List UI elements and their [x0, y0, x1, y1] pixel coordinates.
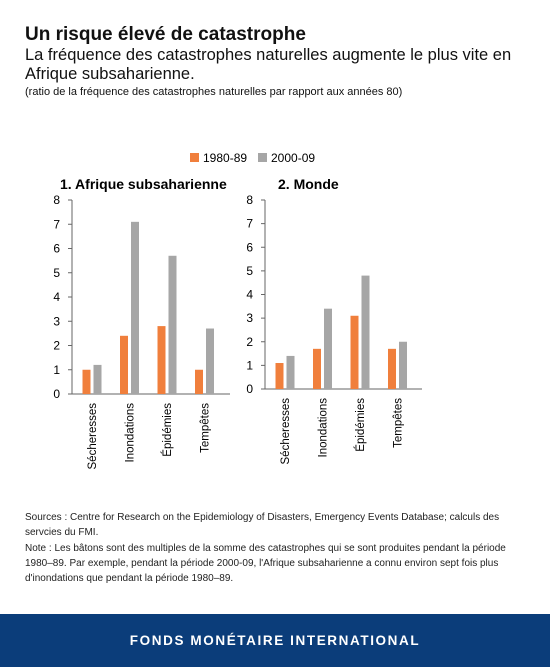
y-tick-label: 1 — [53, 363, 60, 377]
bar-1980-89-0 — [82, 369, 91, 394]
bar-2000-09-0 — [93, 364, 102, 394]
y-tick-label: 0 — [53, 387, 60, 401]
y-tick-label: 7 — [53, 217, 60, 231]
sources-block: Sources : Centre for Research on the Epi… — [25, 510, 530, 587]
category-label: Épidémies — [354, 398, 367, 452]
y-tick-label: 3 — [246, 311, 253, 325]
y-tick-label: 7 — [246, 217, 253, 231]
bar-1980-89-1 — [120, 335, 128, 394]
bar-1980-89-3 — [195, 369, 203, 394]
panel-monde: 2. Monde 0 1 2 3 4 5 6 7 8 Sécheresses Inondations É… — [246, 176, 422, 464]
y-tick-label: 5 — [246, 264, 253, 278]
y-tick-label: 1 — [246, 358, 253, 372]
panel-afrique-subsaharienne: 1. Afrique subsaharienne 0 1 2 3 4 5 6 7 8 Séchere… — [53, 176, 230, 469]
legend-label-2000-09: 2000-09 — [271, 151, 315, 165]
category-label: Inondations — [318, 398, 330, 458]
bar-2000-09-2 — [361, 275, 370, 389]
legend: 1980-89 2000-09 — [190, 151, 315, 165]
category-label: Épidémies — [161, 403, 174, 457]
category-label: Inondations — [125, 403, 137, 463]
chart-title: Un risque élevé de catastrophe — [25, 24, 306, 45]
bar-1980-89-2 — [350, 315, 359, 389]
bar-2000-09-3 — [206, 328, 214, 394]
category-label: Tempêtes — [200, 403, 212, 453]
panel-title: 2. Monde — [278, 176, 339, 192]
y-tick-label: 3 — [53, 314, 60, 328]
sources-text: Sources : Centre for Research on the Epi… — [25, 512, 500, 538]
category-label: Sécheresses — [280, 398, 292, 465]
bar-charts: 1980-89 2000-09 1. Afrique subsaharienne… — [53, 151, 422, 469]
y-tick-label: 4 — [53, 290, 60, 304]
y-tick-label: 8 — [53, 193, 60, 207]
panel-title: 1. Afrique subsaharienne — [60, 176, 227, 192]
y-tick-label: 4 — [246, 288, 253, 302]
chart-subtitle: La fréquence des catastrophes naturelles… — [25, 46, 512, 83]
legend-swatch-1980-89 — [190, 153, 199, 162]
legend-swatch-2000-09 — [258, 153, 267, 162]
footer-label: FONDS MONÉTAIRE INTERNATIONAL — [129, 633, 421, 648]
y-tick-label: 5 — [53, 266, 60, 280]
bar-1980-89-2 — [157, 326, 166, 394]
note-text: Note : Les bâtons sont des multiples de … — [25, 543, 506, 584]
category-label: Tempêtes — [393, 398, 405, 448]
bar-1980-89-0 — [275, 363, 284, 389]
y-tick-label: 2 — [246, 335, 253, 349]
bar-2000-09-1 — [324, 308, 332, 389]
bar-1980-89-3 — [388, 348, 396, 389]
y-tick-label: 2 — [53, 339, 60, 353]
y-tick-label: 8 — [246, 193, 253, 207]
bar-1980-89-1 — [313, 348, 321, 389]
unit-note: (ratio de la fréquence des catastrophes … — [25, 86, 403, 98]
bar-2000-09-3 — [399, 341, 407, 389]
bar-2000-09-1 — [131, 221, 139, 394]
footer-banner: FONDS MONÉTAIRE INTERNATIONAL — [0, 614, 550, 667]
bar-2000-09-2 — [168, 255, 177, 394]
y-tick-label: 6 — [246, 240, 253, 254]
y-tick-label: 6 — [53, 242, 60, 256]
bar-2000-09-0 — [286, 355, 295, 389]
category-label: Sécheresses — [87, 403, 99, 470]
y-tick-label: 0 — [246, 382, 253, 396]
legend-label-1980-89: 1980-89 — [203, 151, 247, 165]
